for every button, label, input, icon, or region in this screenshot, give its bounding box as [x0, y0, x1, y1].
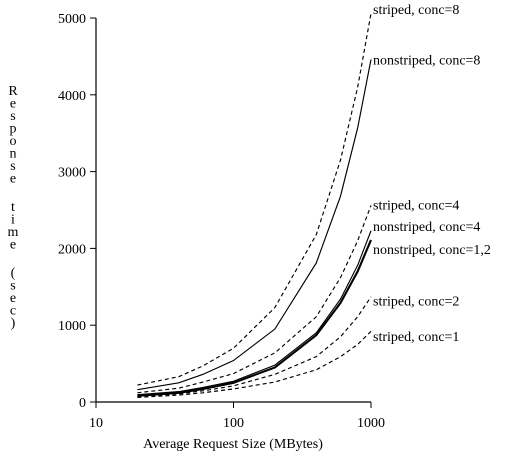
- series-line-7: [137, 330, 372, 398]
- series-label: striped, conc=1: [373, 330, 459, 345]
- x-tick-label: 10: [89, 416, 103, 431]
- y-tick-label: 3000: [58, 166, 86, 181]
- x-ticks: 10 100 1000: [89, 402, 385, 431]
- series-line-1: [137, 13, 372, 386]
- y-tick-label: 0: [79, 396, 86, 411]
- series-line-3: [137, 205, 372, 394]
- series-label: nonstriped, conc=8: [373, 53, 480, 68]
- y-tick-label: 4000: [58, 89, 86, 104]
- series-line-6: [137, 296, 372, 398]
- series-lines: [137, 13, 372, 398]
- series-label: striped, conc=8: [373, 3, 459, 18]
- x-axis-label: Average Request Size (MBytes): [143, 437, 323, 452]
- series-label: striped, conc=2: [373, 295, 459, 310]
- y-tick-label: 5000: [58, 12, 86, 27]
- series-line-4: [137, 230, 372, 396]
- series-label: nonstriped, conc=4: [373, 220, 480, 235]
- series-line-5: [137, 239, 372, 397]
- series-label: striped, conc=4: [373, 199, 459, 214]
- y-tick-label: 2000: [58, 242, 86, 257]
- y-tick-label: 1000: [58, 319, 86, 334]
- y-ticks: 0 1000 2000 3000 4000 5000: [58, 12, 96, 411]
- x-tick-label: 100: [223, 416, 244, 431]
- x-tick-label: 1000: [357, 416, 385, 431]
- series-label: nonstriped, conc=1,2: [373, 243, 491, 258]
- series-line-2: [137, 59, 372, 391]
- series-annotations: striped, conc=8 nonstriped, conc=8 striped…: [373, 3, 491, 345]
- plot-area: 10 100 1000 0 1000 2000 3000 4000 5000 striped,…: [58, 3, 491, 431]
